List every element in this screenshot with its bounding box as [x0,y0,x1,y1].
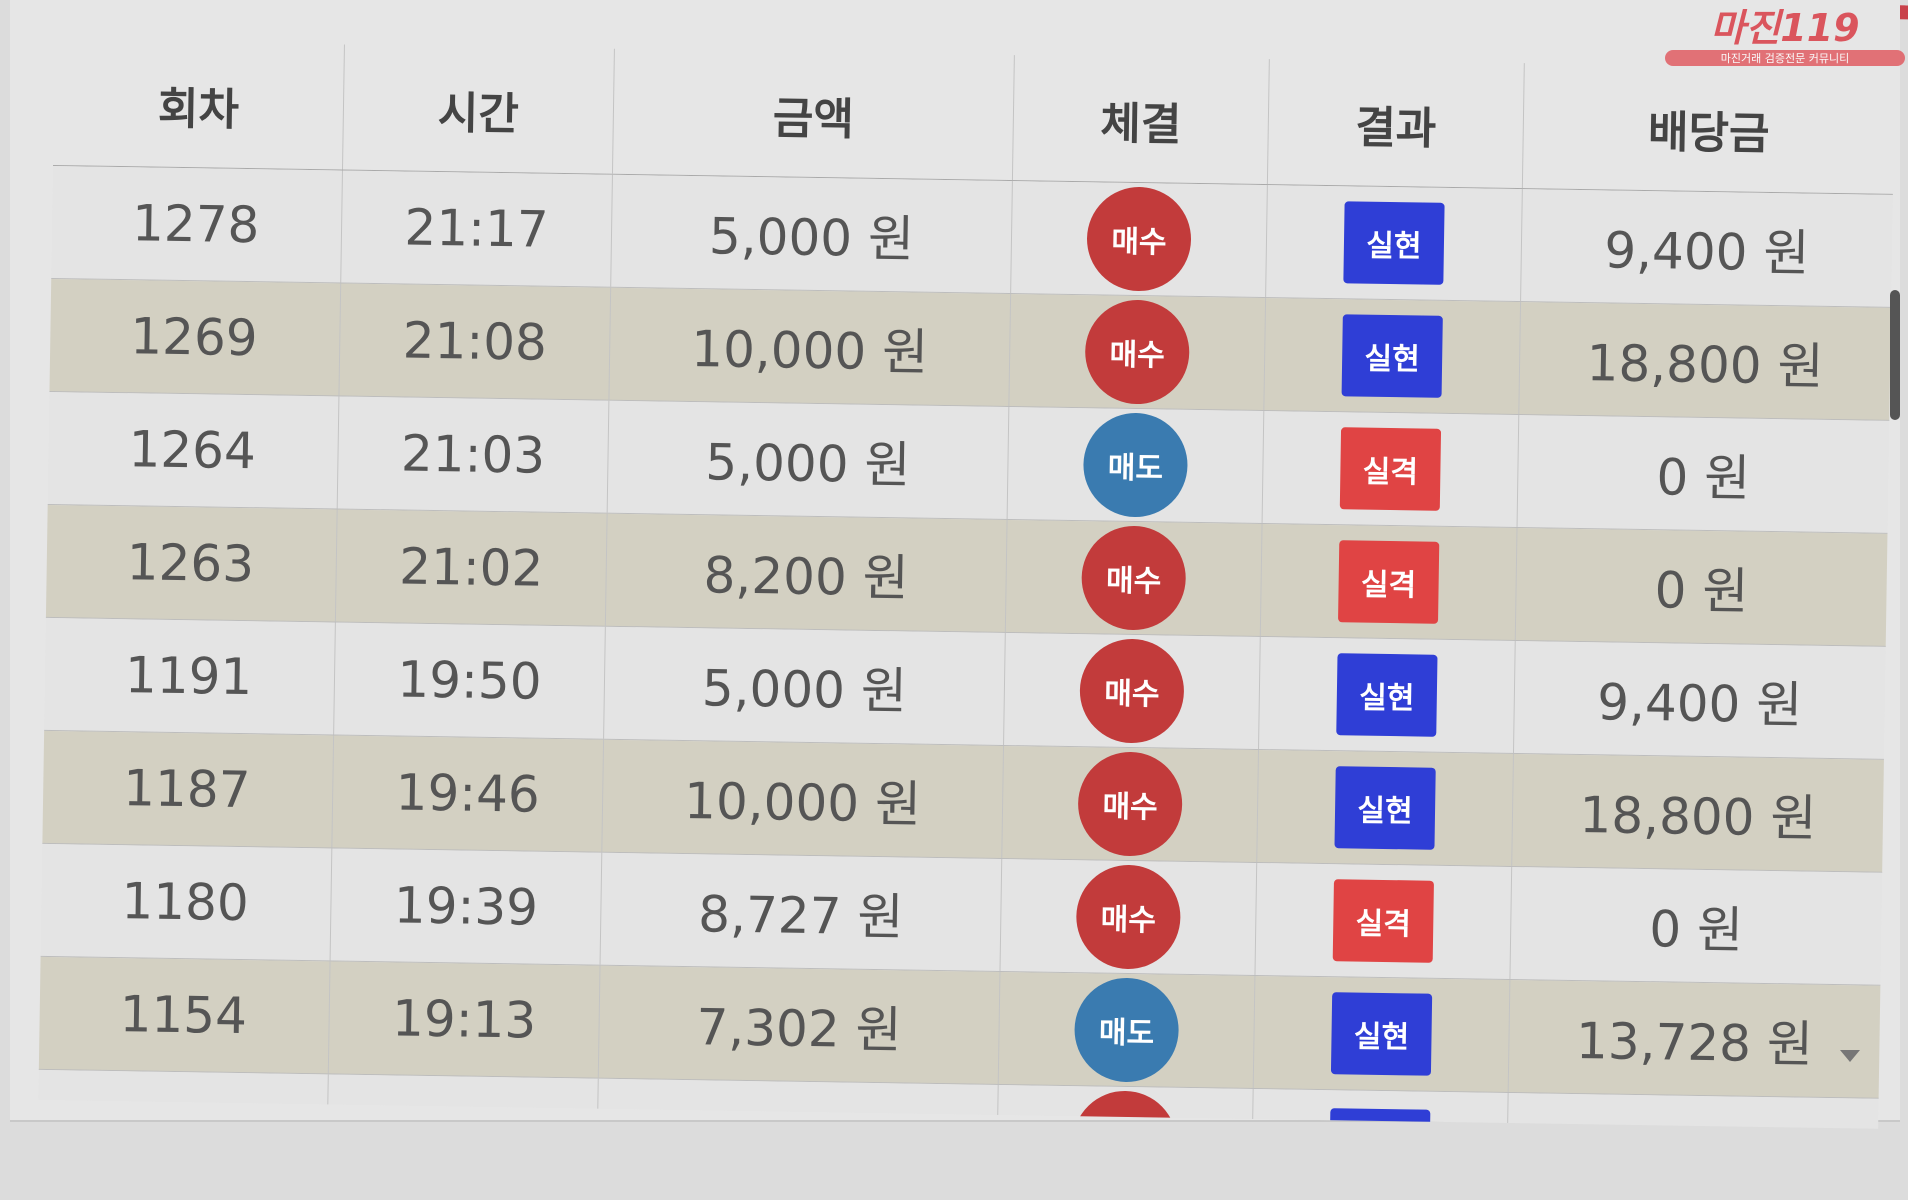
round-cell: 1154 [38,956,331,1074]
buy-badge: 매수 [1077,751,1183,857]
result-cell: 실현 [1264,298,1522,415]
amount-cell: 5,000 원 [611,174,1013,294]
amount-cell: 5,000 원 [607,400,1010,520]
lose-badge: 실격 [1339,427,1442,511]
round-cell: 1191 [44,617,336,735]
header-payout: 배당금 [1647,106,1770,160]
round-cell: 1180 [40,843,333,961]
result-badge-partial [1329,1108,1431,1129]
payout-cell: 13,728 원 [1575,1012,1814,1074]
header-result: 결과 [1267,59,1525,189]
payout-cell: 9,400 원 [1596,673,1803,735]
buy-badge: 매수 [1086,186,1192,292]
round-cell: 1263 [45,504,338,622]
buy-badge-partial [1071,1090,1178,1129]
amount-cell: 5,000 원 [604,626,1006,745]
round-cell: 1269 [49,278,342,396]
lose-badge: 실격 [1338,540,1440,624]
payout-cell: 18,800 원 [1586,334,1824,396]
watermark-logo: 마진119 마진거래 검증전문 커뮤니티 [1665,8,1905,66]
win-badge: 실현 [1334,766,1436,850]
trade-history-table: 회차 시간 금액 체결 결과 배당금 1278 21:17 5,000 원 매수 실현 9… [38,40,1895,1129]
buy-badge: 매수 [1075,864,1182,970]
buy-badge: 매수 [1080,525,1187,631]
scroll-down-arrow-icon[interactable] [1840,1050,1860,1062]
trade-cell: 매수 [1004,633,1261,749]
time-cell: 21:17 [341,170,613,287]
header-amount: 금액 [612,48,1015,181]
trade-cell: 매도 [998,971,1256,1088]
win-badge: 실현 [1343,201,1445,285]
result-cell: 실격 [1262,411,1520,528]
trade-cell: 매수 [1009,294,1267,411]
win-badge: 실현 [1330,992,1433,1076]
header-round: 회차 [53,40,345,170]
amount-cell: 10,000 원 [602,739,1005,858]
amount-cell: 8,200 원 [605,513,1008,633]
payout-cell: 18,800 원 [1579,786,1817,848]
payout-cell: 9,400 원 [1603,221,1810,283]
payout-cell: 0 원 [1654,561,1749,621]
trade-cell: 매도 [1007,407,1265,524]
win-badge: 실현 [1341,314,1443,398]
result-cell: 실현 [1259,637,1516,754]
trade-cell: 매수 [1002,745,1259,862]
win-badge: 실현 [1336,653,1438,737]
payout-cell: 0 원 [1656,448,1751,508]
amount-cell: 10,000 원 [609,287,1012,407]
sell-badge: 매도 [1073,977,1180,1083]
time-cell: 21:03 [337,396,610,513]
trade-history-panel: 회차 시간 금액 체결 결과 배당금 1278 21:17 5,000 원 매수 실현 9… [10,0,1900,1129]
round-cell: 1187 [42,730,335,848]
time-cell: 21:08 [339,283,612,400]
time-cell: 19:46 [332,735,605,852]
round-cell: 1278 [51,165,343,283]
result-cell: 실현 [1257,749,1514,866]
result-cell: 실현 [1266,185,1523,302]
sell-badge: 매도 [1082,412,1189,518]
trade-cell: 매수 [1011,181,1268,298]
lose-badge: 실격 [1332,879,1434,963]
header-trade: 체결 [1012,55,1270,185]
payout-cell: 0 원 [1648,900,1744,960]
round-cell: 1264 [47,391,340,509]
result-cell: 실격 [1255,862,1513,979]
scrollbar-thumb[interactable] [1890,290,1900,420]
result-cell: 실격 [1260,524,1518,641]
amount-cell: 7,302 원 [598,965,1001,1084]
time-cell: 21:02 [335,509,608,626]
buy-badge: 매수 [1084,299,1191,405]
time-cell: 19:50 [334,622,606,739]
watermark-brand: 마진119 [1710,6,1860,50]
trade-cell: 매수 [1000,858,1258,975]
amount-cell: 8,727 원 [600,852,1003,971]
time-cell: 19:13 [328,961,601,1078]
trade-cell: 매수 [1005,520,1263,637]
time-cell: 19:39 [330,848,603,965]
header-time: 시간 [343,44,615,174]
watermark-tagline: 마진거래 검증전문 커뮤니티 [1665,50,1905,66]
result-cell: 실현 [1253,975,1511,1092]
buy-badge: 매수 [1079,638,1185,744]
